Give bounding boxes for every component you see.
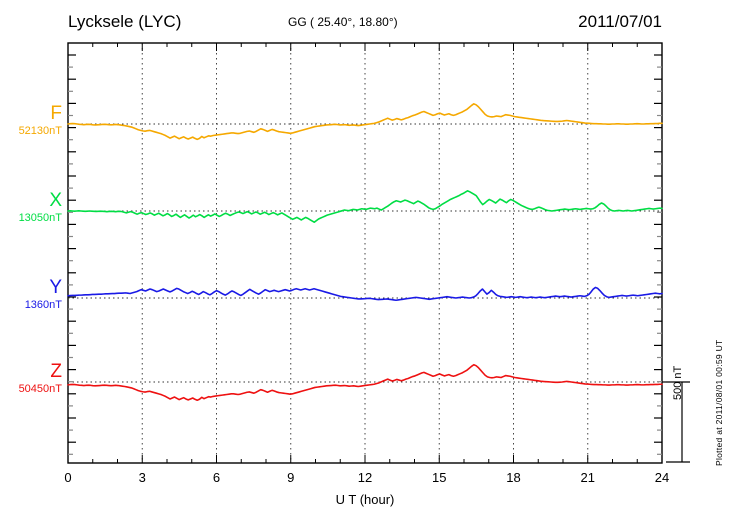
geographic-coordinates: GG ( 25.40°, 18.80°) [288, 15, 398, 29]
trace-x [67, 190, 663, 223]
grid-lines [141, 43, 589, 463]
x-tick-label-12: 12 [357, 470, 373, 485]
component-label-x: X 13050nT [4, 191, 62, 225]
x-tick-label-9: 9 [287, 470, 295, 485]
x-tick-label-15: 15 [432, 470, 447, 485]
x-tick-label-18: 18 [506, 470, 521, 485]
axis-ticks [67, 43, 663, 463]
component-symbol-y: Y [49, 277, 62, 298]
trace-y [67, 286, 663, 302]
component-label-z: Z 50450nT [4, 362, 62, 396]
trace-f [67, 103, 663, 141]
component-baseline-y: 1360nT [24, 299, 62, 311]
date-label: 2011/07/01 [578, 12, 662, 31]
component-baseline-x: 13050nT [18, 212, 62, 224]
station-title: Lycksele (LYC) [68, 12, 182, 31]
trace-z [67, 363, 663, 402]
component-symbol-f: F [50, 103, 62, 124]
component-label-y: Y 1360nT [4, 278, 62, 312]
component-label-f: F 52130nT [4, 104, 62, 138]
x-tick-label-21: 21 [580, 470, 595, 485]
scale-bar-caption: 500 nT [672, 365, 684, 400]
plot-timestamp: Plotted at 2011/08/01 00:59 UT [714, 339, 724, 466]
component-symbol-x: X [49, 190, 62, 211]
x-tick-label-6: 6 [212, 470, 221, 485]
x-tick-label-3: 3 [138, 470, 146, 485]
x-axis-title: U T (hour) [335, 492, 395, 507]
component-baseline-f: 52130nT [18, 125, 62, 137]
scale-bar [662, 381, 690, 463]
trace-group [67, 103, 663, 402]
x-tick-label-0: 0 [64, 470, 72, 485]
component-baseline-z: 50450nT [18, 383, 62, 395]
x-tick-label-24: 24 [654, 470, 670, 485]
component-symbol-z: Z [50, 361, 62, 382]
